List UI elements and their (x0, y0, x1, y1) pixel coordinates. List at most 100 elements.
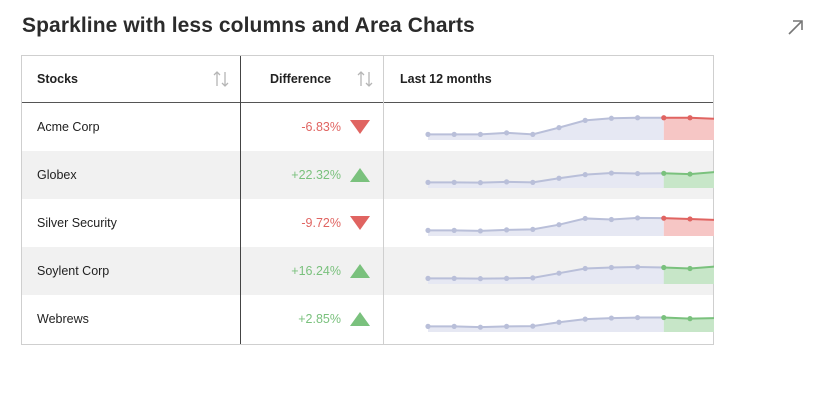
expand-arrow-icon[interactable] (785, 16, 807, 38)
sparkline-highlight-area (663, 117, 714, 140)
sparkline-highlight-area (663, 172, 714, 188)
sparkline-point (477, 276, 483, 282)
sparkline-point (425, 131, 431, 137)
sparkline-point (687, 265, 693, 272)
stocks-table: Stocks Difference Last 12 months Acme Co… (21, 55, 714, 345)
sparkline-point (451, 323, 457, 329)
sparkline-chart (425, 215, 714, 236)
sparkline-area (428, 117, 664, 140)
sparkline-point (635, 314, 641, 321)
sparkline-chart (425, 264, 714, 284)
sparkline-point (582, 265, 588, 272)
table-row[interactable]: Soylent Corp +16.24% (22, 247, 714, 295)
sparkline-point (477, 180, 483, 186)
sparkline-point (661, 170, 667, 176)
sparkline-point (504, 227, 510, 233)
sparkline-line (428, 216, 664, 232)
sparkline-point (661, 264, 667, 271)
sparkline-point (530, 179, 536, 185)
column-divider (383, 56, 384, 344)
difference-value: +16.24% (291, 264, 341, 278)
column-header-last12[interactable]: Last 12 months (400, 72, 492, 86)
trend-down-icon (350, 120, 370, 134)
sparkline-point (477, 131, 483, 137)
sparkline-point (635, 170, 641, 177)
sparkline-point (582, 215, 588, 222)
sparkline-point (451, 275, 457, 281)
sparkline-point (661, 314, 667, 321)
sparkline-point (556, 319, 562, 325)
sparkline-point (608, 115, 614, 121)
sparkline-point (661, 215, 667, 221)
sparkline-point (425, 323, 431, 329)
column-header-stocks[interactable]: Stocks (37, 72, 78, 86)
stock-name: Soylent Corp (37, 264, 110, 278)
sparkline-line (428, 116, 664, 136)
trend-up-icon (350, 312, 370, 326)
difference-value: +2.85% (298, 312, 341, 326)
table-row[interactable]: Globex +22.32% (22, 151, 714, 199)
sparkline-highlight-area (663, 218, 714, 236)
column-header-difference[interactable]: Difference (270, 72, 332, 86)
sparkline-point (530, 275, 536, 281)
sparkline-point (661, 115, 667, 121)
difference-value: -9.72% (301, 216, 341, 230)
table-row[interactable]: Acme Corp -6.83% (22, 103, 714, 151)
sparkline-point (608, 170, 614, 176)
sparkline-point (687, 115, 693, 121)
sparkline-point (477, 324, 483, 330)
sparkline-point (504, 130, 510, 136)
sparkline-point (635, 264, 641, 270)
sparkline-line (428, 172, 664, 184)
stock-name: Acme Corp (37, 120, 100, 134)
sparkline-chart (425, 170, 714, 188)
sort-difference-icon[interactable] (356, 69, 374, 89)
sparkline-point (582, 316, 588, 322)
sparkline-point (425, 179, 431, 185)
sparkline-point (608, 315, 614, 321)
sparkline-point (504, 179, 510, 185)
sparkline-chart (425, 115, 714, 140)
sparkline-point (556, 125, 562, 131)
sparkline-point (530, 323, 536, 329)
sparkline-point (582, 117, 588, 123)
sparkline-point (451, 227, 457, 233)
sparkline-point (504, 275, 510, 281)
difference-value: -6.83% (301, 120, 341, 134)
sparkline-area (428, 266, 664, 284)
sparkline-point (608, 264, 614, 271)
sparkline-point (687, 171, 693, 177)
sparkline-point (635, 115, 641, 121)
page-title: Sparkline with less columns and Area Cha… (22, 14, 475, 37)
sparkline-point (687, 316, 693, 322)
sparkline-highlight-area (663, 317, 714, 332)
table-row[interactable]: Silver Security -9.72% (22, 199, 714, 247)
sparkline-point (556, 270, 562, 276)
sparkline-point (635, 215, 641, 221)
sparkline-point (530, 131, 536, 137)
stock-name: Silver Security (37, 216, 117, 230)
sparkline-point (451, 179, 457, 185)
sparkline-point (687, 216, 693, 222)
sparkline-point (477, 228, 483, 234)
trend-down-icon (350, 216, 370, 230)
sparkline-point (530, 226, 536, 232)
sparkline-highlight-area (663, 266, 714, 284)
sort-stocks-icon[interactable] (212, 69, 230, 89)
sparkline-point (556, 175, 562, 181)
difference-value: +22.32% (291, 168, 341, 182)
sparkline-point (582, 172, 588, 178)
sparkline-point (504, 323, 510, 329)
stock-name: Globex (37, 168, 77, 182)
sparkline-chart (425, 314, 714, 332)
sparkline-point (608, 216, 614, 223)
sparkline-line (428, 265, 664, 280)
sparkline-point (451, 131, 457, 137)
column-divider (240, 56, 241, 344)
table-row[interactable]: Webrews +2.85% (22, 295, 714, 343)
table-header: Stocks Difference Last 12 months (22, 56, 713, 103)
trend-up-icon (350, 168, 370, 182)
sparkline-point (425, 275, 431, 281)
stock-name: Webrews (37, 312, 89, 326)
sparkline-point (556, 222, 562, 228)
